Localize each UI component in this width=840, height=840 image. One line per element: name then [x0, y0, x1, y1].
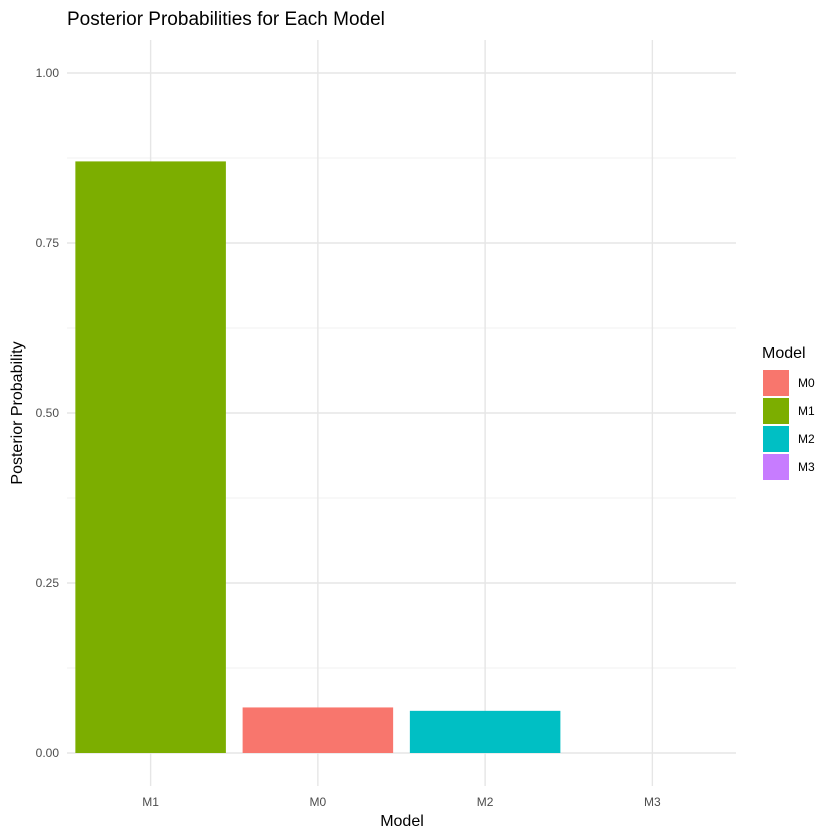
x-tick-label: M3 — [644, 795, 661, 809]
x-tick-label: M1 — [142, 795, 159, 809]
bar-m0 — [242, 707, 394, 753]
x-tick-label: M0 — [310, 795, 327, 809]
legend-label-m0: M0 — [798, 376, 815, 390]
bar-m1 — [75, 161, 226, 753]
chart-title: Posterior Probabilities for Each Model — [67, 9, 385, 30]
bars — [75, 161, 561, 753]
legend-label-m3: M3 — [798, 460, 815, 474]
legend-title: Model — [762, 345, 806, 362]
y-tick-label: 0.50 — [36, 406, 60, 420]
legend-label-m2: M2 — [798, 432, 815, 446]
x-axis-title: Model — [380, 813, 424, 830]
y-axis-ticks: 0.00 0.25 0.50 0.75 1.00 — [36, 66, 60, 760]
x-tick-label: M2 — [477, 795, 494, 809]
legend-key-m1 — [763, 398, 789, 424]
y-tick-label: 0.25 — [36, 576, 60, 590]
legend-key-m0 — [763, 370, 789, 396]
y-tick-label: 0.75 — [36, 236, 60, 250]
y-tick-label: 0.00 — [36, 746, 60, 760]
y-tick-label: 1.00 — [36, 66, 60, 80]
legend: Model M0 M1 M2 M3 — [762, 345, 815, 480]
x-axis-ticks: M1 M0 M2 M3 — [142, 795, 661, 809]
y-axis-title: Posterior Probability — [9, 341, 26, 484]
legend-label-m1: M1 — [798, 404, 815, 418]
legend-key-m2 — [763, 426, 789, 452]
legend-key-m3 — [763, 454, 789, 480]
bar-m2 — [409, 710, 561, 753]
